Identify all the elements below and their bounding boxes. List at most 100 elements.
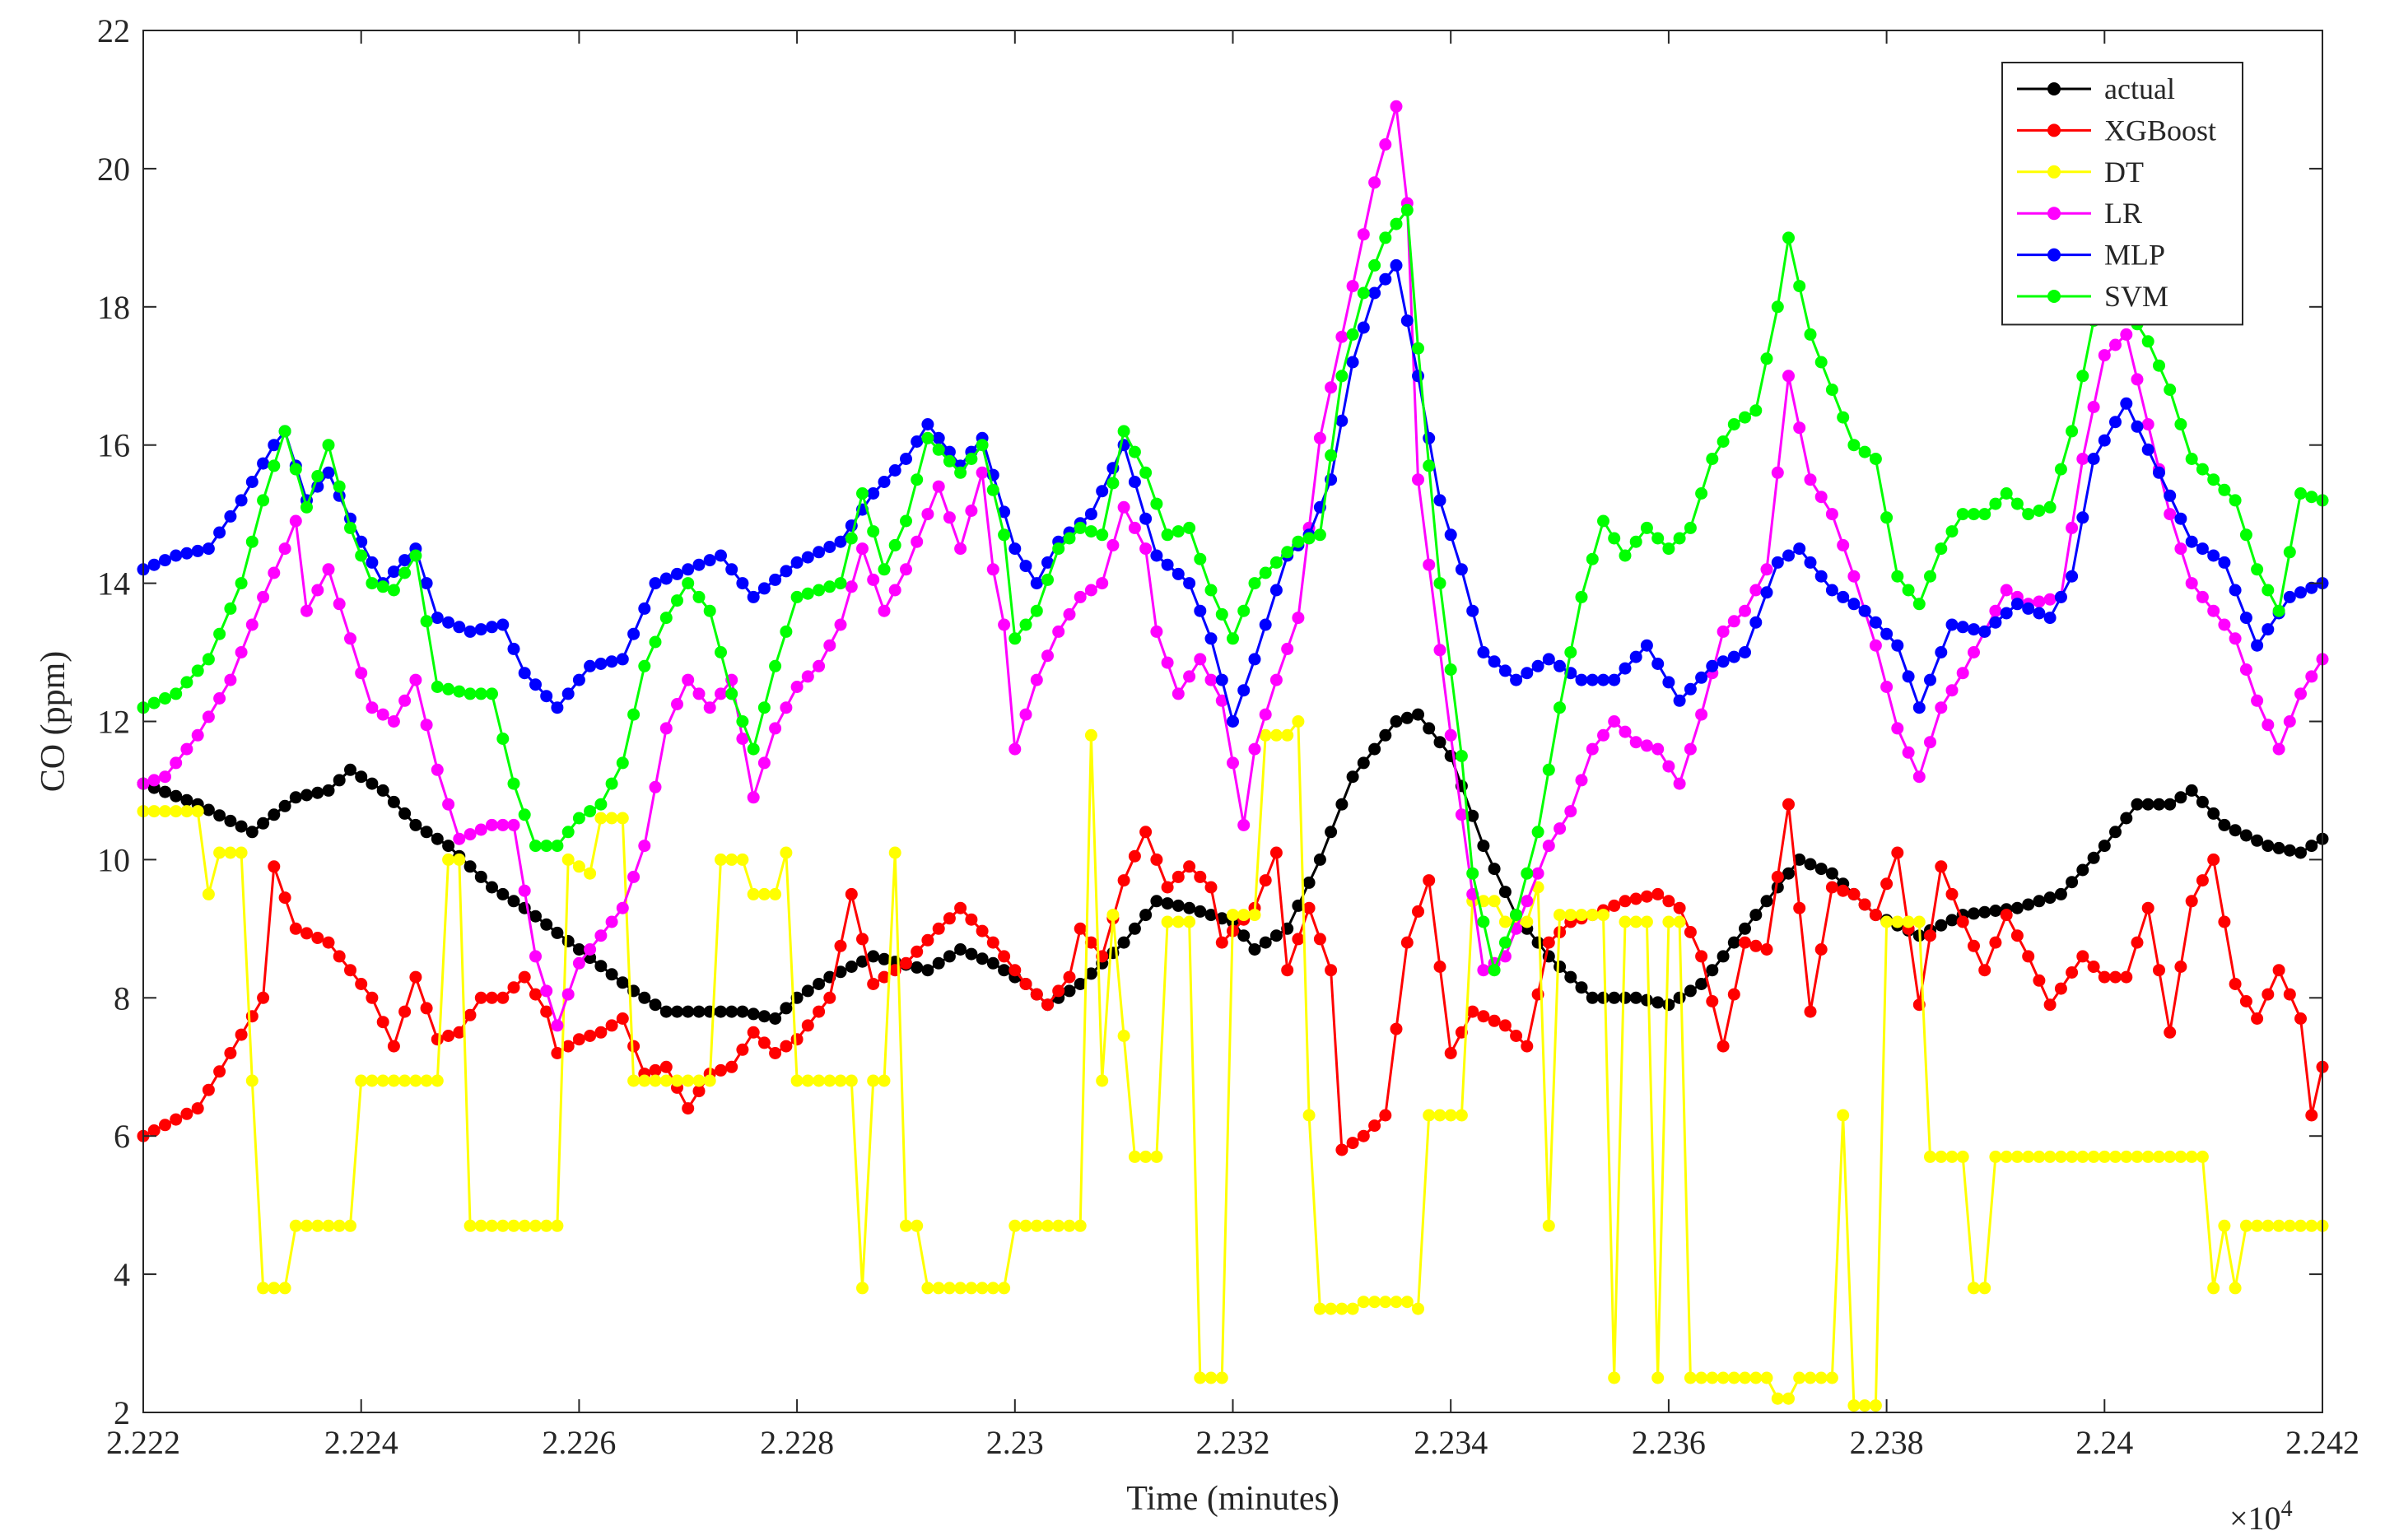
data-point [1063,1219,1076,1232]
data-point [1433,1109,1446,1122]
data-point [757,756,771,770]
x-multiplier-exponent: 4 [2281,1496,2293,1522]
data-point [823,639,836,652]
data-point [398,566,412,579]
legend-swatch-marker [2047,290,2061,303]
data-point [1521,915,1534,928]
data-point [463,1219,477,1232]
data-point [823,541,836,553]
data-point [1292,899,1305,912]
data-point [911,961,924,974]
data-point [2120,812,2133,825]
data-point [1814,491,1828,504]
data-point [1498,664,1512,677]
data-point [1629,915,1642,928]
data-point [1357,321,1370,334]
data-point [965,947,978,961]
data-point [1891,722,1904,735]
data-point [1259,936,1272,949]
data-point [2164,489,2177,502]
data-point [1237,818,1251,831]
data-point [289,463,302,476]
data-point [845,887,858,900]
data-point [507,981,520,994]
data-point [2141,335,2154,348]
data-point [1727,936,1740,949]
x-multiplier-base: ×10 [2229,1500,2281,1537]
data-point [1488,863,1501,876]
data-point [2153,359,2165,372]
x-tick-label: 2.232 [1196,1424,1270,1461]
data-point [159,770,171,784]
data-point [932,956,945,970]
data-point [398,554,412,567]
data-point [1651,742,1665,756]
data-point [2054,982,2067,995]
data-point [1030,673,1043,686]
data-point [2066,876,2079,889]
data-point [1368,1119,1381,1133]
data-point [976,924,989,937]
data-point [2196,542,2209,556]
data-point [2229,978,2242,990]
data-point [2262,584,2275,597]
data-point [1706,995,1719,1007]
data-point [2305,491,2318,504]
data-point [801,1074,814,1087]
data-point [584,1030,597,1042]
data-point [1259,566,1272,579]
data-point [671,594,683,607]
data-point [1695,671,1708,684]
data-point [2066,966,2079,979]
data-point [1935,542,1948,556]
data-point [1074,1219,1087,1232]
data-point [813,978,826,990]
x-tick-label: 2.238 [1850,1424,1924,1461]
data-point [333,774,346,787]
y-tick-label: 10 [97,841,130,878]
data-point [1531,659,1544,672]
data-point [496,818,510,831]
data-point [780,625,793,638]
data-point [1814,570,1828,583]
data-point [507,777,520,790]
data-point [387,795,400,808]
data-point [1161,897,1174,910]
data-point [2054,463,2067,476]
data-point [2098,349,2111,362]
data-point [1084,728,1097,742]
data-point [474,870,487,883]
data-point [954,542,967,556]
data-point [1542,763,1555,776]
data-point [409,673,422,686]
data-point [932,922,945,935]
data-point [355,1074,368,1087]
axis-ticks: 2.222 2.224 2.226 2.228 2.23 2.232 2.234 2.236 2… [97,12,2359,1461]
data-point [1423,459,1436,472]
data-point [1640,639,1653,652]
data-point [1172,870,1185,883]
data-point [659,1060,673,1073]
data-point [2207,549,2220,562]
data-point [518,884,531,897]
data-point [376,580,389,593]
data-point [1357,286,1370,300]
data-point [387,1074,400,1087]
data-point [147,1124,161,1137]
data-point [474,991,487,1004]
data-point [1847,570,1861,583]
data-point [431,1033,444,1046]
data-point [2076,1150,2089,1163]
data-point [801,984,814,998]
data-point [1912,598,1926,611]
data-point [834,1074,847,1087]
data-point [1488,964,1501,977]
data-point [1739,604,1751,617]
data-point [2087,453,2100,465]
data-point [202,710,215,723]
data-point [986,956,999,970]
data-point [257,590,270,603]
data-point [2010,1150,2024,1163]
data-point [442,798,455,811]
